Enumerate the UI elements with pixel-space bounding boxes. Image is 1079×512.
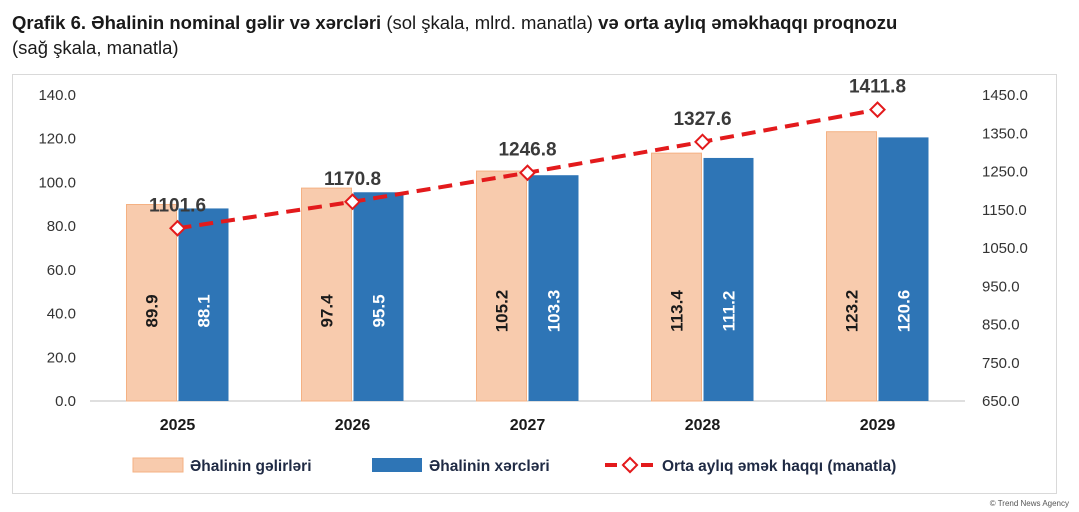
bar-expense (703, 157, 754, 401)
wage-line-value-label: 1170.8 (324, 169, 381, 190)
x-axis-category-label: 2026 (335, 417, 371, 434)
right-axis-tick-label: 1250.0 (982, 164, 1028, 181)
x-axis-category-label: 2027 (510, 417, 546, 434)
left-axis-tick-label: 60.0 (47, 262, 76, 279)
bar-expense-value-label: 103.3 (545, 290, 564, 333)
x-axis-category-label: 2029 (860, 417, 896, 434)
legend-income-label: Əhalinin gəlirləri (190, 458, 312, 475)
wage-line-marker (519, 164, 536, 182)
wage-line-marker (169, 219, 186, 237)
bar-income-value-label: 105.2 (493, 290, 512, 333)
bar-expense (353, 192, 404, 401)
bar-expense-value-label: 88.1 (195, 294, 214, 327)
legend-wage-marker (621, 456, 639, 474)
wage-line-marker (344, 193, 361, 211)
title-bold-1: Qrafik 6. Əhalinin nominal gəlir və xərc… (12, 12, 382, 33)
bar-income (301, 187, 352, 402)
left-axis-tick-label: 0.0 (55, 393, 76, 410)
legend-wage-label: Orta aylıq əmək haqqı (manatla) (662, 458, 896, 475)
right-axis-tick-label: 850.0 (982, 317, 1020, 334)
right-axis-tick-label: 1350.0 (982, 125, 1028, 142)
wage-line-marker (869, 101, 886, 119)
left-axis-tick-label: 40.0 (47, 306, 76, 323)
wage-line-value-label: 1246.8 (498, 140, 556, 161)
x-axis-category-label: 2025 (160, 417, 196, 434)
right-axis-tick-label: 1450.0 (982, 87, 1028, 104)
right-axis-tick-label: 950.0 (982, 278, 1020, 295)
bar-expense (528, 175, 579, 401)
x-axis-category-label: 2028 (685, 417, 721, 434)
left-axis-tick-label: 100.0 (38, 174, 76, 191)
wage-line-marker (694, 133, 711, 151)
left-axis-tick-label: 120.0 (38, 131, 76, 148)
title-normal-2: (sağ şkala, manatla) (12, 37, 179, 58)
bar-income (651, 152, 702, 402)
left-axis-tick-label: 80.0 (47, 218, 76, 235)
title-bold-2: və orta aylıq əməkhaqqı proqnozu (598, 12, 898, 33)
legend-expense-label: Əhalinin xərcləri (429, 458, 550, 475)
right-axis-tick-label: 1050.0 (982, 240, 1028, 257)
legend-expense-swatch (372, 458, 422, 472)
bar-income-value-label: 97.4 (318, 294, 337, 328)
left-axis-tick-label: 140.0 (38, 87, 76, 104)
bar-expense (878, 137, 929, 401)
bar-expense-value-label: 111.2 (720, 291, 739, 332)
legend-income-swatch (132, 457, 184, 473)
right-axis-tick-label: 1150.0 (982, 202, 1027, 219)
chart-title: Qrafik 6. Əhalinin nominal gəlir və xərc… (12, 10, 1072, 60)
title-normal-1: (sol şkala, mlrd. manatla) (381, 12, 599, 33)
right-axis-tick-label: 650.0 (982, 393, 1020, 410)
wage-line-value-label: 1101.6 (149, 195, 206, 216)
bar-income-value-label: 89.9 (143, 294, 162, 327)
bar-expense-value-label: 120.6 (895, 290, 914, 333)
wage-line-value-label: 1327.6 (673, 109, 731, 130)
chart-frame (12, 74, 1057, 494)
wage-line-value-label: 1411.8 (849, 77, 906, 98)
bar-income-value-label: 113.4 (668, 290, 687, 332)
credit-text: © Trend News Agency (989, 499, 1069, 508)
right-axis-tick-label: 750.0 (982, 355, 1020, 372)
bar-income (126, 204, 177, 402)
bar-income (826, 131, 877, 402)
left-axis-tick-label: 20.0 (47, 349, 76, 366)
bar-expense-value-label: 95.5 (370, 294, 389, 327)
bar-income-value-label: 123.2 (843, 290, 862, 333)
bar-expense (178, 208, 229, 401)
bar-income (476, 170, 527, 402)
